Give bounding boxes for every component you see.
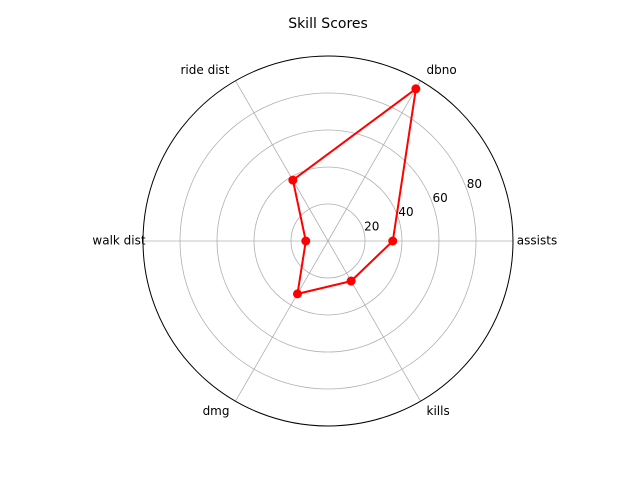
axis-label-walk-dist: walk dist: [92, 234, 145, 248]
axis-label-dmg: dmg: [203, 404, 230, 418]
chart-title: Skill Scores: [288, 16, 368, 32]
radial-tick-labels: 20 40 60 80: [364, 177, 482, 233]
spoke-dmg: [235, 240, 329, 402]
spoke-dbno: [327, 80, 421, 242]
axis-label-assists: assists: [517, 234, 557, 248]
series-line-0: [291, 87, 417, 295]
data-point-assists: [388, 236, 398, 246]
r-tick-label-20: 20: [364, 219, 379, 233]
data-point-dbno: [411, 84, 421, 94]
spoke-kills: [327, 240, 421, 402]
r-tick-label-60: 60: [433, 191, 448, 205]
data-point-dmg: [292, 289, 302, 299]
axis-label-kills: kills: [427, 404, 450, 418]
r-tick-label-80: 80: [467, 177, 482, 191]
data-point-walk-dist: [301, 236, 311, 246]
data-point-ride-dist: [288, 175, 298, 185]
radar-outer-frame: [142, 55, 514, 427]
data-point-kills: [346, 276, 356, 286]
radar-spokes: [143, 80, 513, 402]
r-tick-label-40: 40: [398, 205, 413, 219]
axis-label-dbno: dbno: [427, 63, 457, 77]
series-group: [288, 84, 421, 299]
axis-labels: assists dbno ride dist walk dist dmg kills: [92, 63, 557, 418]
spoke-ride-dist: [235, 80, 329, 242]
axis-label-ride-dist: ride dist: [181, 63, 230, 77]
